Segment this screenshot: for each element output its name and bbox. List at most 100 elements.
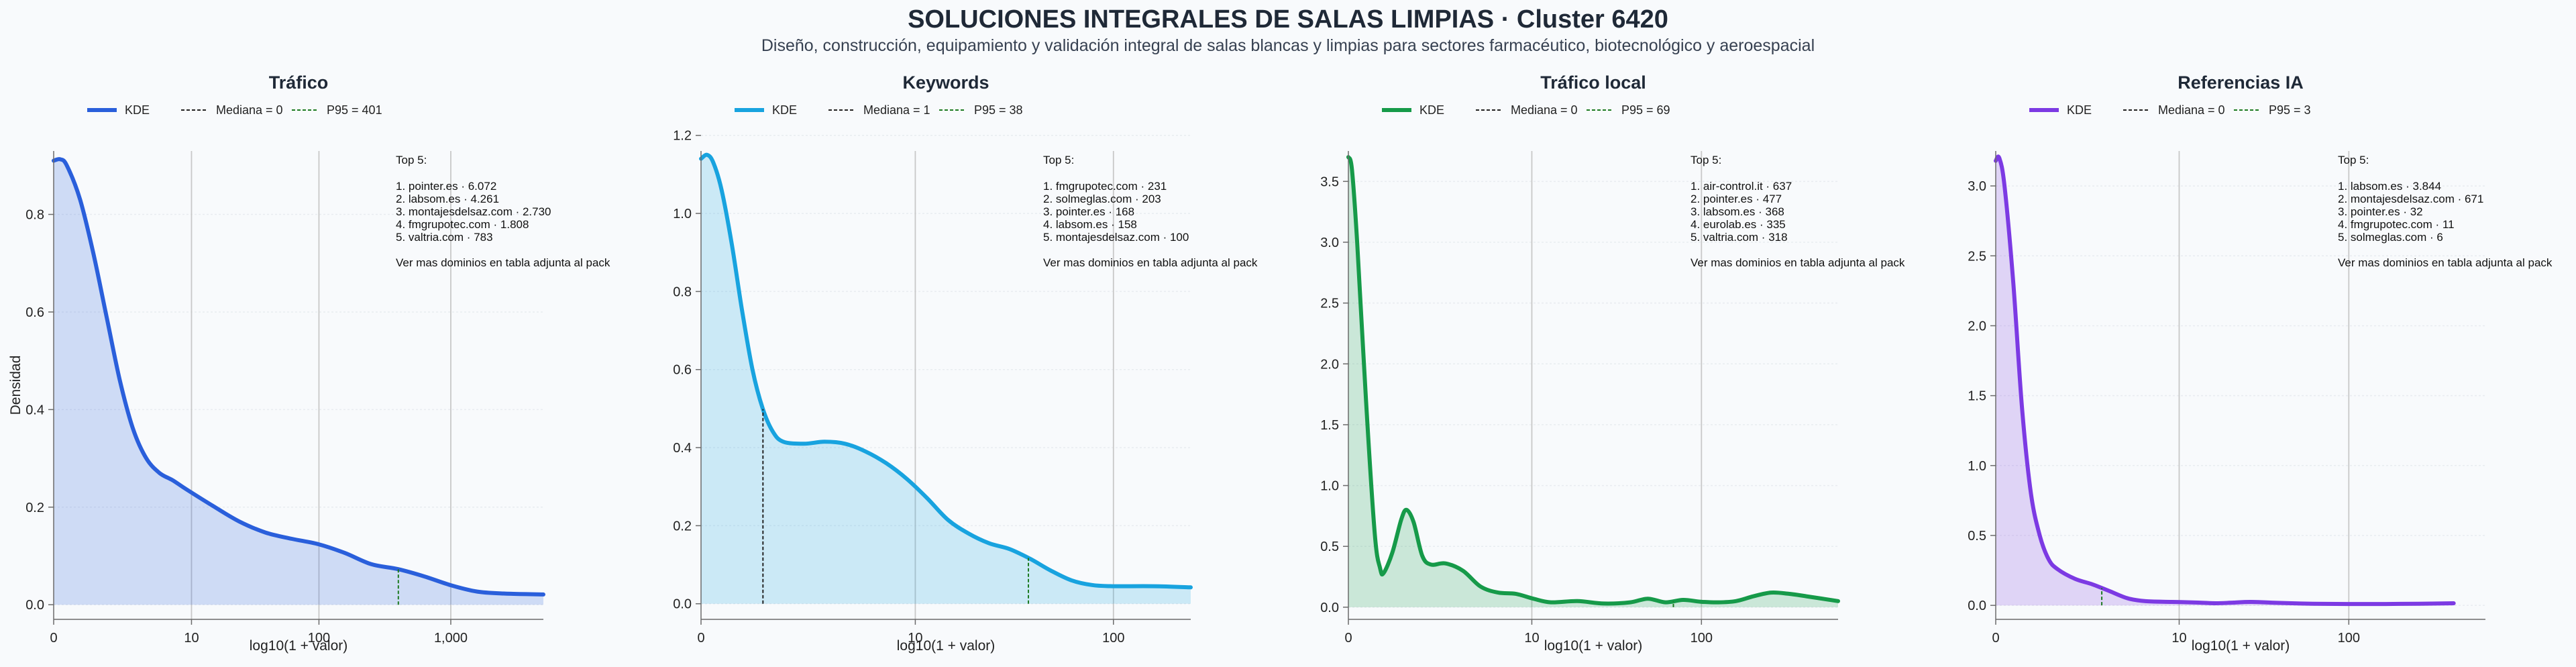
legend-p95-label: P95 = 69 [1621,103,1670,117]
top5-item: 4. fmgrupotec.com · 1.808 [396,218,529,231]
x-axis-label: log10(1 + valor) [250,638,348,654]
y-tick-label: 0.2 [673,519,692,533]
kde-line [52,157,545,597]
panel-trafico-local: Tráfico local KDE Mediana = 0 P95 = 69 0.0 0.… [1295,64,1939,664]
y-tick-label: 2.0 [1968,319,1986,334]
legend-p95-label: P95 = 401 [327,103,382,117]
top5-item: 2. labsom.es · 4.261 [396,193,499,205]
y-tick-label: 1.0 [673,207,692,221]
top5-item: 3. labsom.es · 368 [1690,205,1784,218]
top5-item: 2. montajesdelsaz.com · 671 [2338,193,2483,205]
legend-kde-label: KDE [1419,103,1444,117]
y-tick-label: 3.5 [1320,174,1339,189]
x-tick-label: 1,000 [434,631,468,646]
legend-p95-label: P95 = 38 [974,103,1023,117]
chart-trafico: Tráfico KDE Mediana = 0 P95 = 401 0.0 0.2 0.4 0… [8,72,610,654]
x-tick-label: 10 [1524,631,1539,646]
top5-item: 1. fmgrupotec.com · 231 [1043,180,1167,193]
page-subtitle: Diseño, construcción, equipamiento y val… [761,36,1815,55]
y-tick-label: 2.0 [1320,357,1339,372]
legend-kde-label: KDE [2067,103,2092,117]
legend-median-label: Mediana = 1 [863,103,930,117]
x-tick-label: 10 [184,631,199,646]
y-tick-label: 0.6 [673,363,692,378]
x-tick-label: 0 [50,631,57,646]
legend-median-label: Mediana = 0 [2158,103,2225,117]
x-axis-label: log10(1 + valor) [1544,638,1643,654]
panel-title: Tráfico [269,72,329,93]
panel-trafico: Tráfico KDE Mediana = 0 P95 = 401 0.0 0.2 0.4 0… [0,64,644,664]
x-axis-label: log10(1 + valor) [2192,638,2290,654]
top5-item: 4. labsom.es · 158 [1043,218,1137,231]
kde-line [1994,154,2456,607]
top5-item: 1. air-control.it · 637 [1690,180,1792,193]
y-tick-label: 1.5 [1320,418,1339,433]
kde-line [699,152,1193,590]
x-tick-label: 100 [308,631,330,646]
y-tick-label: 1.2 [673,129,692,144]
y-tick-label: 0.4 [673,441,692,456]
y-tick-label: 1.5 [1968,389,1986,404]
kde-area [1996,156,2454,606]
legend-kde-label: KDE [125,103,150,117]
x-tick-label: 100 [2338,631,2360,646]
y-tick-label: 2.5 [1968,249,1986,264]
panel-title: Referencias IA [2178,72,2304,93]
top5-item: 4. eurolab.es · 335 [1690,218,1786,231]
top5-footnote: Ver mas dominios en tabla adjunta al pac… [396,256,610,269]
top5-item: 2. pointer.es · 477 [1690,193,1782,205]
x-tick-label: 0 [1344,631,1352,646]
kde-area [1348,157,1838,607]
top5-item: 5. valtria.com · 783 [396,231,493,244]
x-tick-label: 100 [1690,631,1713,646]
y-tick-label: 3.0 [1320,236,1339,250]
x-tick-label: 0 [697,631,704,646]
panel-referencias-ia: Referencias IA KDE Mediana = 0 P95 = 3 0.0 0.… [1942,64,2576,664]
top5-item: 3. pointer.es · 168 [1043,205,1134,218]
kde-area [54,159,543,605]
top5-footnote: Ver mas dominios en tabla adjunta al pac… [2338,256,2553,269]
top5-title: Top 5: [1690,154,1721,166]
top5-item: 1. pointer.es · 6.072 [396,180,496,193]
y-tick-label: 0.0 [25,598,44,613]
x-tick-label: 100 [1102,631,1124,646]
panel-keywords: Keywords KDE Mediana = 1 P95 = 38 0.0 0.2 0.4 0… [647,64,1291,664]
x-tick-label: 0 [1992,631,1999,646]
panel-title: Tráfico local [1540,72,1646,93]
legend-p95-label: P95 = 3 [2269,103,2311,117]
top5-item: 3. montajesdelsaz.com · 2.730 [396,205,551,218]
y-tick-label: 0.8 [25,208,44,223]
y-tick-label: 0.4 [25,403,44,417]
top5-title: Top 5: [1043,154,1074,166]
y-tick-label: 0.0 [673,597,692,612]
y-tick-label: 0.5 [1968,529,1986,544]
top5-item: 2. solmeglas.com · 203 [1043,193,1161,205]
y-tick-label: 0.0 [1968,599,1986,613]
panel-title: Keywords [902,72,989,93]
top5-footnote: Ver mas dominios en tabla adjunta al pac… [1690,256,1905,269]
top5-item: 3. pointer.es · 32 [2338,205,2423,218]
y-tick-label: 2.5 [1320,297,1339,311]
top5-item: 1. labsom.es · 3.844 [2338,180,2441,193]
top5-title: Top 5: [396,154,427,166]
kde-area [701,154,1191,604]
chart-referencias-ia: Referencias IA KDE Mediana = 0 P95 = 3 0.0 0.… [1968,72,2553,654]
y-tick-label: 1.0 [1320,479,1339,494]
page-title: SOLUCIONES INTEGRALES DE SALAS LIMPIAS ·… [908,5,1668,34]
top5-item: 5. valtria.com · 318 [1690,231,1788,244]
y-tick-label: 3.0 [1968,179,1986,194]
y-tick-label: 1.0 [1968,459,1986,474]
y-axis-label: Densidad [8,356,23,415]
top5-footnote: Ver mas dominios en tabla adjunta al pac… [1043,256,1258,269]
legend-kde-label: KDE [772,103,797,117]
y-tick-label: 0.8 [673,285,692,299]
x-axis-label: log10(1 + valor) [897,638,996,654]
chart-trafico-local: Tráfico local KDE Mediana = 0 P95 = 69 0.0 0.… [1320,72,1905,654]
chart-keywords: Keywords KDE Mediana = 1 P95 = 38 0.0 0.2 0.4 0… [673,72,1258,654]
top5-title: Top 5: [2338,154,2369,166]
legend-median-label: Mediana = 0 [216,103,283,117]
y-tick-label: 0.6 [25,305,44,320]
kde-line [1346,155,1840,606]
top5-item: 4. fmgrupotec.com · 11 [2338,218,2455,231]
y-tick-label: 0.2 [25,501,44,515]
